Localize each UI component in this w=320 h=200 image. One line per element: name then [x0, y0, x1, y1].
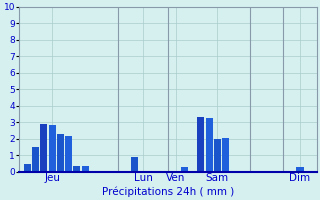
Bar: [222, 138, 229, 172]
Bar: [65, 136, 72, 172]
Bar: [24, 164, 31, 172]
Bar: [214, 139, 221, 172]
Bar: [40, 124, 47, 172]
Bar: [181, 167, 188, 172]
Bar: [74, 166, 80, 172]
Bar: [131, 157, 138, 172]
Bar: [82, 166, 89, 172]
Bar: [206, 118, 213, 172]
Bar: [49, 125, 56, 172]
X-axis label: Précipitations 24h ( mm ): Précipitations 24h ( mm ): [102, 186, 234, 197]
Bar: [32, 147, 39, 172]
Bar: [297, 167, 303, 172]
Bar: [57, 134, 64, 172]
Bar: [197, 117, 204, 172]
